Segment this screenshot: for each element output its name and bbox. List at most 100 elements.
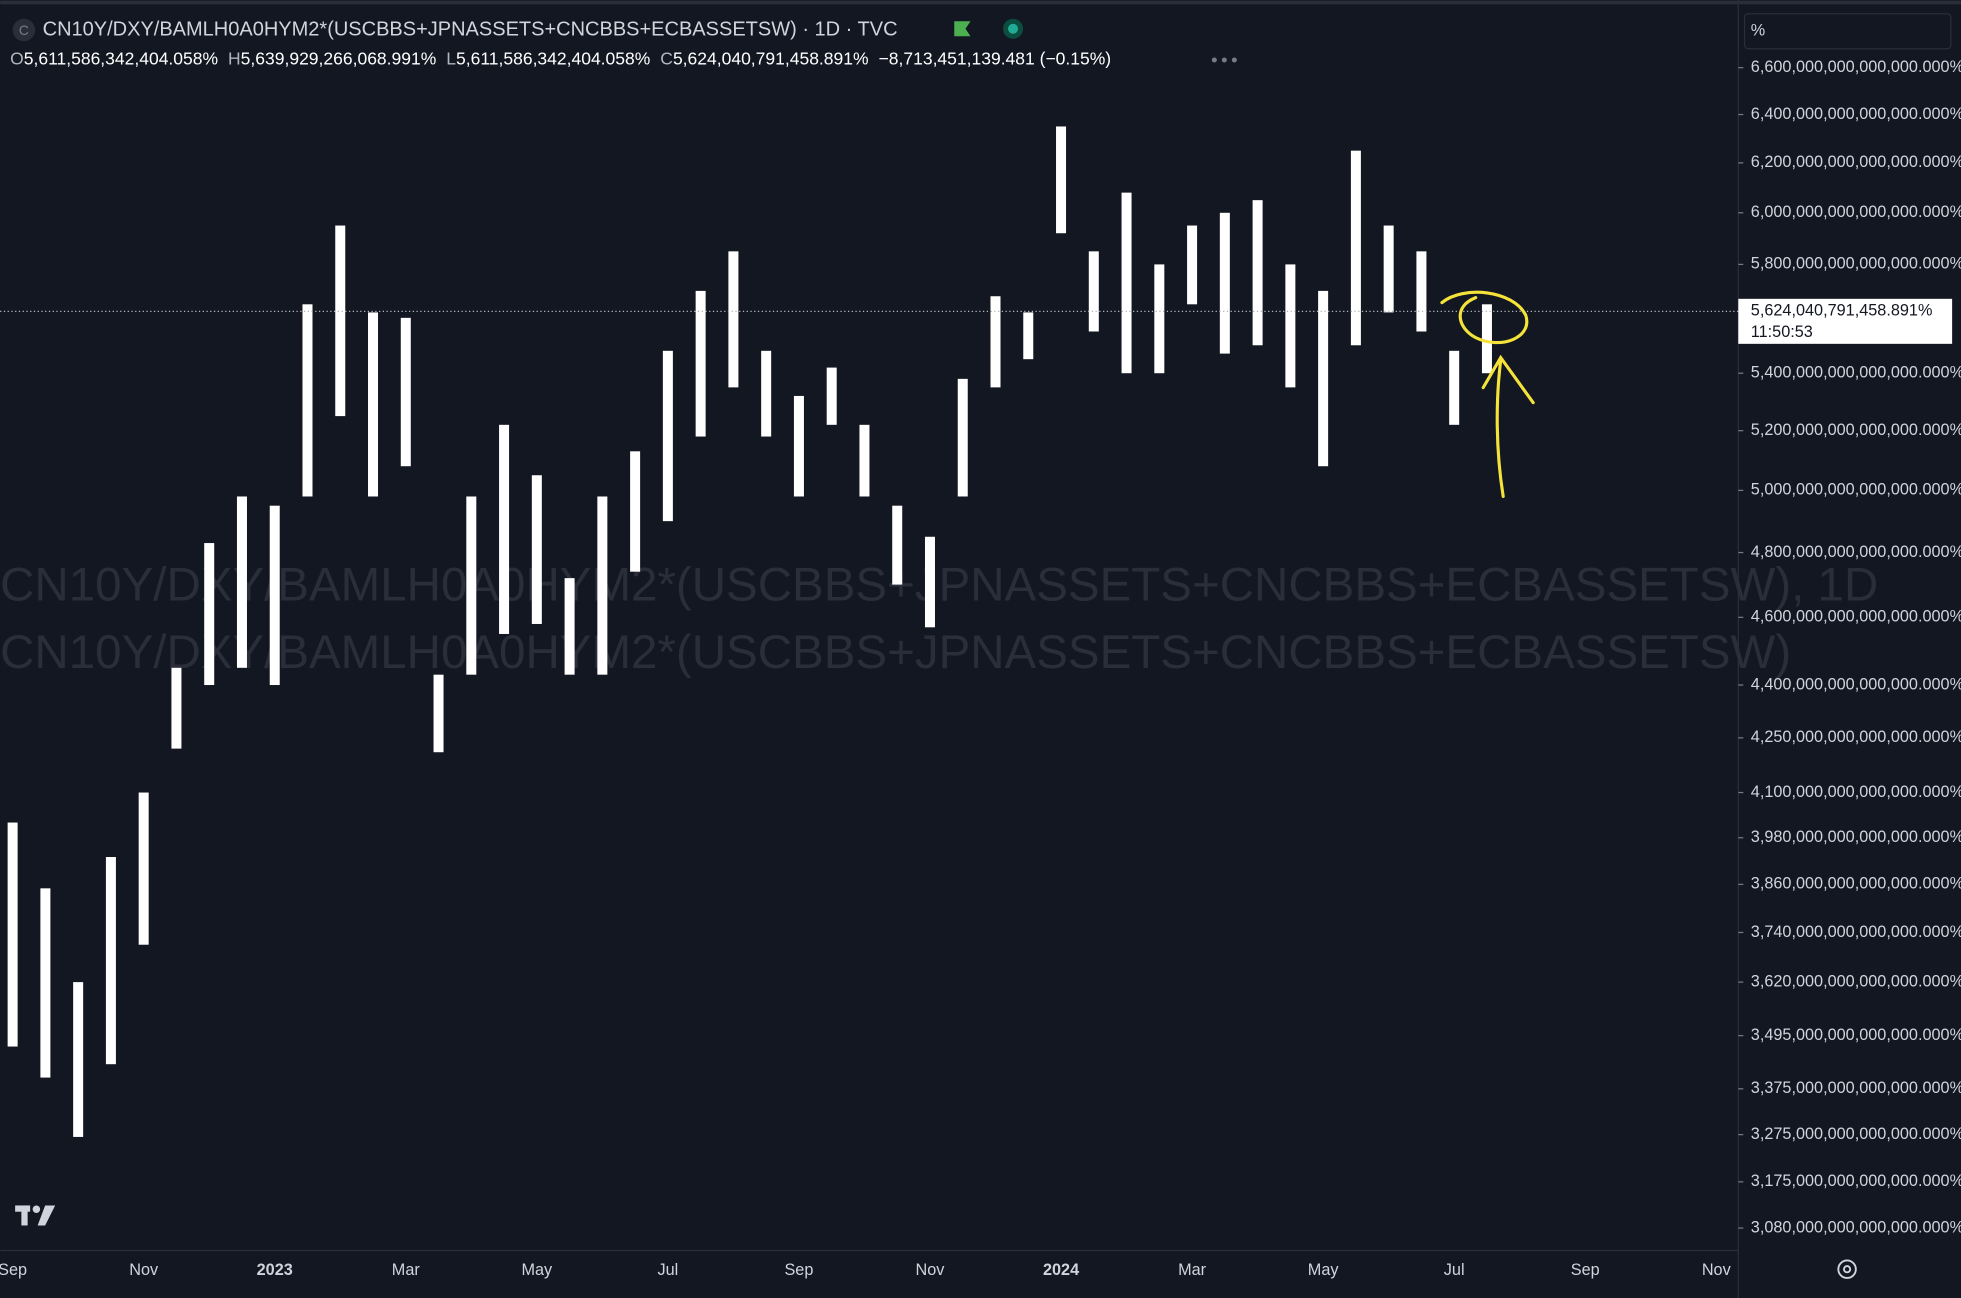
last-price-box [1738, 298, 1953, 344]
x-tick-label: 2023 [257, 1261, 293, 1279]
y-tick-label: 6,000,000,000,000,000.000% [1751, 203, 1961, 221]
y-tick-label: 3,080,000,000,000,000.000% [1751, 1218, 1961, 1236]
annotation [1440, 290, 1535, 499]
y-tick-label: 4,600,000,000,000,000.000% [1751, 608, 1961, 626]
y-tick-label: 6,200,000,000,000,000.000% [1751, 153, 1961, 171]
range-bar [695, 290, 706, 437]
y-tick-label: 3,375,000,000,000,000.000% [1751, 1079, 1961, 1097]
y-tick-label: 3,860,000,000,000,000.000% [1751, 875, 1961, 893]
range-bar [1383, 225, 1394, 313]
x-tick-label: Sep [1571, 1261, 1600, 1279]
range-bar [662, 350, 673, 522]
range-bar [924, 536, 935, 628]
range-bar [40, 888, 51, 1078]
range-bar [204, 543, 215, 686]
symbol-icon-text: C [19, 23, 29, 38]
x-tick-label: Mar [392, 1261, 421, 1279]
y-tick-label: 3,275,000,000,000,000.000% [1751, 1125, 1961, 1143]
range-bar [1252, 200, 1263, 346]
range-bar [400, 317, 411, 467]
range-bar [335, 225, 346, 417]
x-tick-label: Sep [784, 1261, 813, 1279]
range-bar [1219, 212, 1230, 354]
range-bar [826, 367, 837, 425]
range-bar [1318, 290, 1329, 467]
y-tick-label: 3,495,000,000,000,000.000% [1751, 1026, 1961, 1044]
x-tick-label: Nov [1702, 1261, 1732, 1279]
y-tick-label: 3,620,000,000,000,000.000% [1751, 972, 1961, 990]
plot: 6,600,000,000,000,000.000% 6,400,000,000,… [0, 58, 1961, 1279]
range-bar [138, 792, 149, 945]
x-tick-label: Nov [916, 1261, 946, 1279]
flag-icon[interactable] [954, 21, 971, 37]
range-bar [597, 496, 608, 675]
x-tick-label: Mar [1178, 1261, 1207, 1279]
range-bar [1187, 225, 1198, 305]
unit-label: % [1751, 22, 1765, 40]
range-bar [433, 674, 444, 753]
settings-icon[interactable] [1837, 1259, 1857, 1279]
range-bar [564, 578, 575, 675]
range-bar [1350, 150, 1361, 346]
range-bar [236, 496, 247, 668]
ohlc-value: 5,639,929,266,068.991% [241, 49, 437, 69]
range-bar [1481, 304, 1492, 374]
y-tick-label: 3,740,000,000,000,000.000% [1751, 923, 1961, 941]
change: −8,713,451,139.481 (−0.15%) [879, 49, 1112, 69]
more-dots[interactable] [1211, 57, 1237, 63]
x-tick-label: 2024 [1043, 1261, 1079, 1279]
range-bar [1154, 264, 1165, 374]
range-bar [73, 982, 84, 1137]
range-bar [1121, 192, 1132, 374]
range-bar [1416, 251, 1427, 332]
chart-title: CN10Y/DXY/BAMLH0A0HYM2*(USCBBS+JPNASSETS… [43, 18, 898, 40]
range-bar [269, 505, 280, 686]
range-bar [1285, 264, 1296, 388]
range-bar [630, 451, 641, 572]
range-bar [892, 505, 903, 585]
watermark: CN10Y/DXY/BAMLH0A0HYM2*(USCBBS+JPNASSETS… [0, 558, 1878, 611]
x-tick-label: Jul [657, 1261, 678, 1279]
ohlc-key: H [228, 49, 241, 69]
range-bar [171, 667, 182, 749]
y-tick-label: 4,250,000,000,000,000.000% [1751, 728, 1961, 746]
y-tick-label: 6,400,000,000,000,000.000% [1751, 105, 1961, 123]
range-bar [990, 296, 1001, 388]
x-tick-label: Sep [0, 1261, 27, 1279]
range-bar [499, 424, 510, 634]
y-tick-label: 5,800,000,000,000,000.000% [1751, 255, 1961, 273]
range-bar [728, 251, 739, 388]
range-bar [1449, 350, 1460, 425]
range-bar [368, 312, 379, 497]
y-tick-label: 4,400,000,000,000,000.000% [1751, 675, 1961, 693]
x-tick-label: May [1308, 1261, 1340, 1279]
range-bar [761, 350, 772, 437]
y-tick-label: 5,200,000,000,000,000.000% [1751, 421, 1961, 439]
ohlc-value: 5,624,040,791,458.891% [673, 49, 869, 69]
x-tick-label: Nov [129, 1261, 159, 1279]
y-tick-label: 4,100,000,000,000,000.000% [1751, 783, 1961, 801]
status-dot [1008, 23, 1019, 34]
y-tick-label: 4,800,000,000,000,000.000% [1751, 543, 1961, 561]
unit-box[interactable] [1743, 13, 1952, 50]
watermark: CN10Y/DXY/BAMLH0A0HYM2*(USCBBS+JPNASSETS… [0, 626, 1791, 679]
range-bar [302, 304, 313, 497]
range-bar [793, 395, 804, 497]
countdown: 11:50:53 [1751, 323, 1813, 341]
ohlc-key: O [10, 49, 24, 69]
range-bar [105, 857, 116, 1065]
ohlc-legend: O 5,611,586,342,404.058% H 5,639,929,266,06… [10, 49, 1111, 69]
range-bar [466, 496, 477, 675]
symbol-icon [12, 18, 36, 42]
x-tick-label: Jul [1444, 1261, 1465, 1279]
logo[interactable] [15, 1205, 56, 1226]
y-tick-label: 6,600,000,000,000,000.000% [1751, 58, 1961, 76]
ohlc-key: L [446, 49, 456, 69]
y-tick-label: 3,980,000,000,000,000.000% [1751, 828, 1961, 846]
ohlc-value: 5,611,586,342,404.058% [24, 49, 218, 69]
ohlc-value: 5,611,586,342,404.058% [456, 49, 650, 69]
y-tick-label: 5,000,000,000,000,000.000% [1751, 481, 1961, 499]
